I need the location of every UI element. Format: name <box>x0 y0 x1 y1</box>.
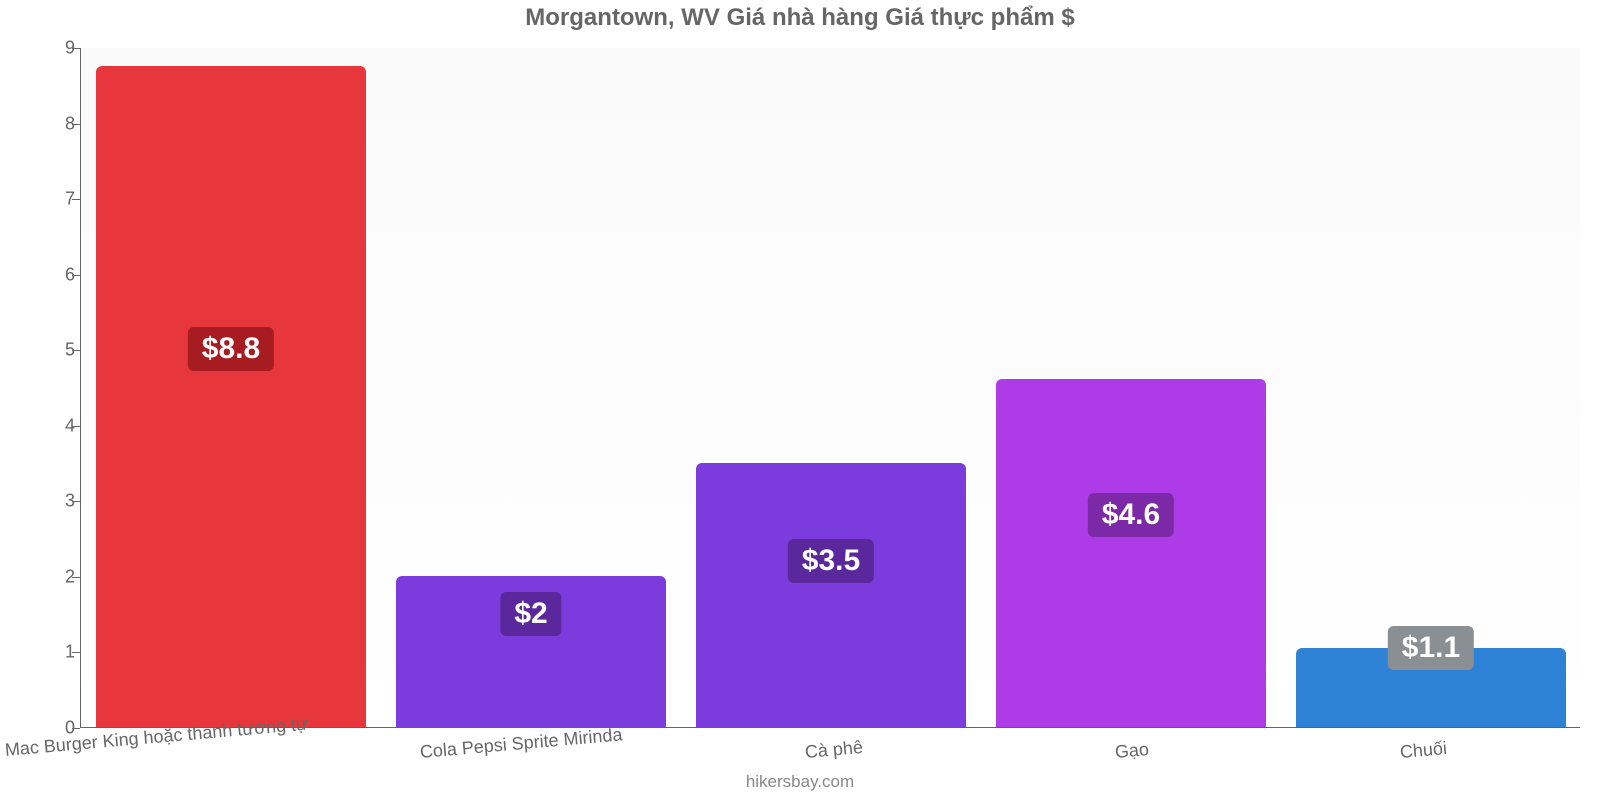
y-tick-label: 5 <box>45 340 75 361</box>
y-tick-label: 1 <box>45 642 75 663</box>
bar-group: $1.1 <box>1296 648 1566 727</box>
bar-value-label: $1.1 <box>1388 626 1474 670</box>
y-tick-mark <box>72 728 80 729</box>
y-tick-label: 7 <box>45 189 75 210</box>
y-tick-label: 3 <box>45 491 75 512</box>
bar[interactable] <box>96 66 366 727</box>
bar-group: $4.6 <box>996 379 1266 727</box>
y-tick-mark <box>72 501 80 502</box>
y-tick-label: 2 <box>45 566 75 587</box>
y-tick-mark <box>72 577 80 578</box>
y-tick-mark <box>72 124 80 125</box>
chart-footer: hikersbay.com <box>0 772 1600 792</box>
bar-value-label: $3.5 <box>788 539 874 583</box>
y-tick-mark <box>72 275 80 276</box>
y-tick-label: 6 <box>45 264 75 285</box>
bar[interactable] <box>996 379 1266 727</box>
y-tick-mark <box>72 350 80 351</box>
x-tick-label: Gạo <box>1114 739 1150 763</box>
bar-group: $2 <box>396 576 666 727</box>
y-tick-mark <box>72 426 80 427</box>
bar-group: $8.8 <box>96 66 366 727</box>
y-tick-mark <box>72 48 80 49</box>
y-tick-label: 9 <box>45 38 75 59</box>
y-tick-mark <box>72 652 80 653</box>
y-tick-mark <box>72 199 80 200</box>
x-tick-label: Cola Pepsi Sprite Mirinda <box>419 724 623 763</box>
y-tick-label: 8 <box>45 113 75 134</box>
bar[interactable] <box>696 463 966 727</box>
plot-area: $8.8 $2 $3.5 $4.6 $1.1 <box>80 48 1580 728</box>
bar-value-label: $8.8 <box>188 327 274 371</box>
bar-value-label: $4.6 <box>1088 493 1174 537</box>
x-tick-label: Cà phê <box>804 737 864 763</box>
y-tick-label: 4 <box>45 415 75 436</box>
chart-title: Morgantown, WV Giá nhà hàng Giá thực phẩ… <box>0 4 1600 32</box>
bar-value-label: $2 <box>500 592 561 636</box>
x-tick-label: Chuối <box>1399 738 1448 763</box>
bar-group: $3.5 <box>696 463 966 727</box>
